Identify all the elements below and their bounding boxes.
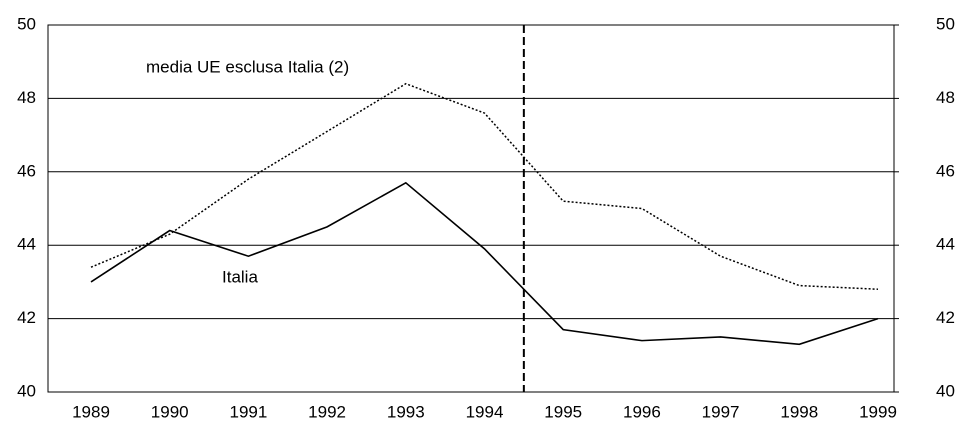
x-tick-label: 1992: [308, 402, 346, 421]
y-tick-label: 50: [17, 14, 36, 33]
x-tick-label: 1998: [780, 402, 818, 421]
x-tick-label: 1991: [229, 402, 267, 421]
y2-tick-label: 48: [936, 88, 955, 107]
y2-tick-label: 40: [936, 381, 955, 400]
plot-frame: [47, 24, 895, 393]
x-tick-label: 1989: [72, 402, 110, 421]
series-line: [90, 181, 879, 346]
x-tick-label: 1996: [623, 402, 661, 421]
y-tick-label: 44: [17, 235, 36, 254]
y2-tick-label: 44: [936, 235, 955, 254]
x-tick-label: 1999: [859, 402, 897, 421]
y2-tick-label: 42: [936, 308, 955, 327]
y2-tick-label: 46: [936, 161, 955, 180]
x-tick-label: 1995: [544, 402, 582, 421]
x-tick-label: 1994: [466, 402, 504, 421]
y-tick-label: 46: [17, 161, 36, 180]
x-tick-label: 1993: [387, 402, 425, 421]
series-label: Italia: [222, 267, 258, 286]
y-tick-label: 42: [17, 308, 36, 327]
x-tick-label: 1997: [702, 402, 740, 421]
x-tick-label: 1990: [151, 402, 189, 421]
series-label: media UE esclusa Italia (2): [146, 57, 349, 76]
y-tick-label: 40: [17, 381, 36, 400]
y-tick-label: 48: [17, 88, 36, 107]
y2-tick-label: 50: [936, 14, 955, 33]
series-line: [90, 82, 879, 290]
